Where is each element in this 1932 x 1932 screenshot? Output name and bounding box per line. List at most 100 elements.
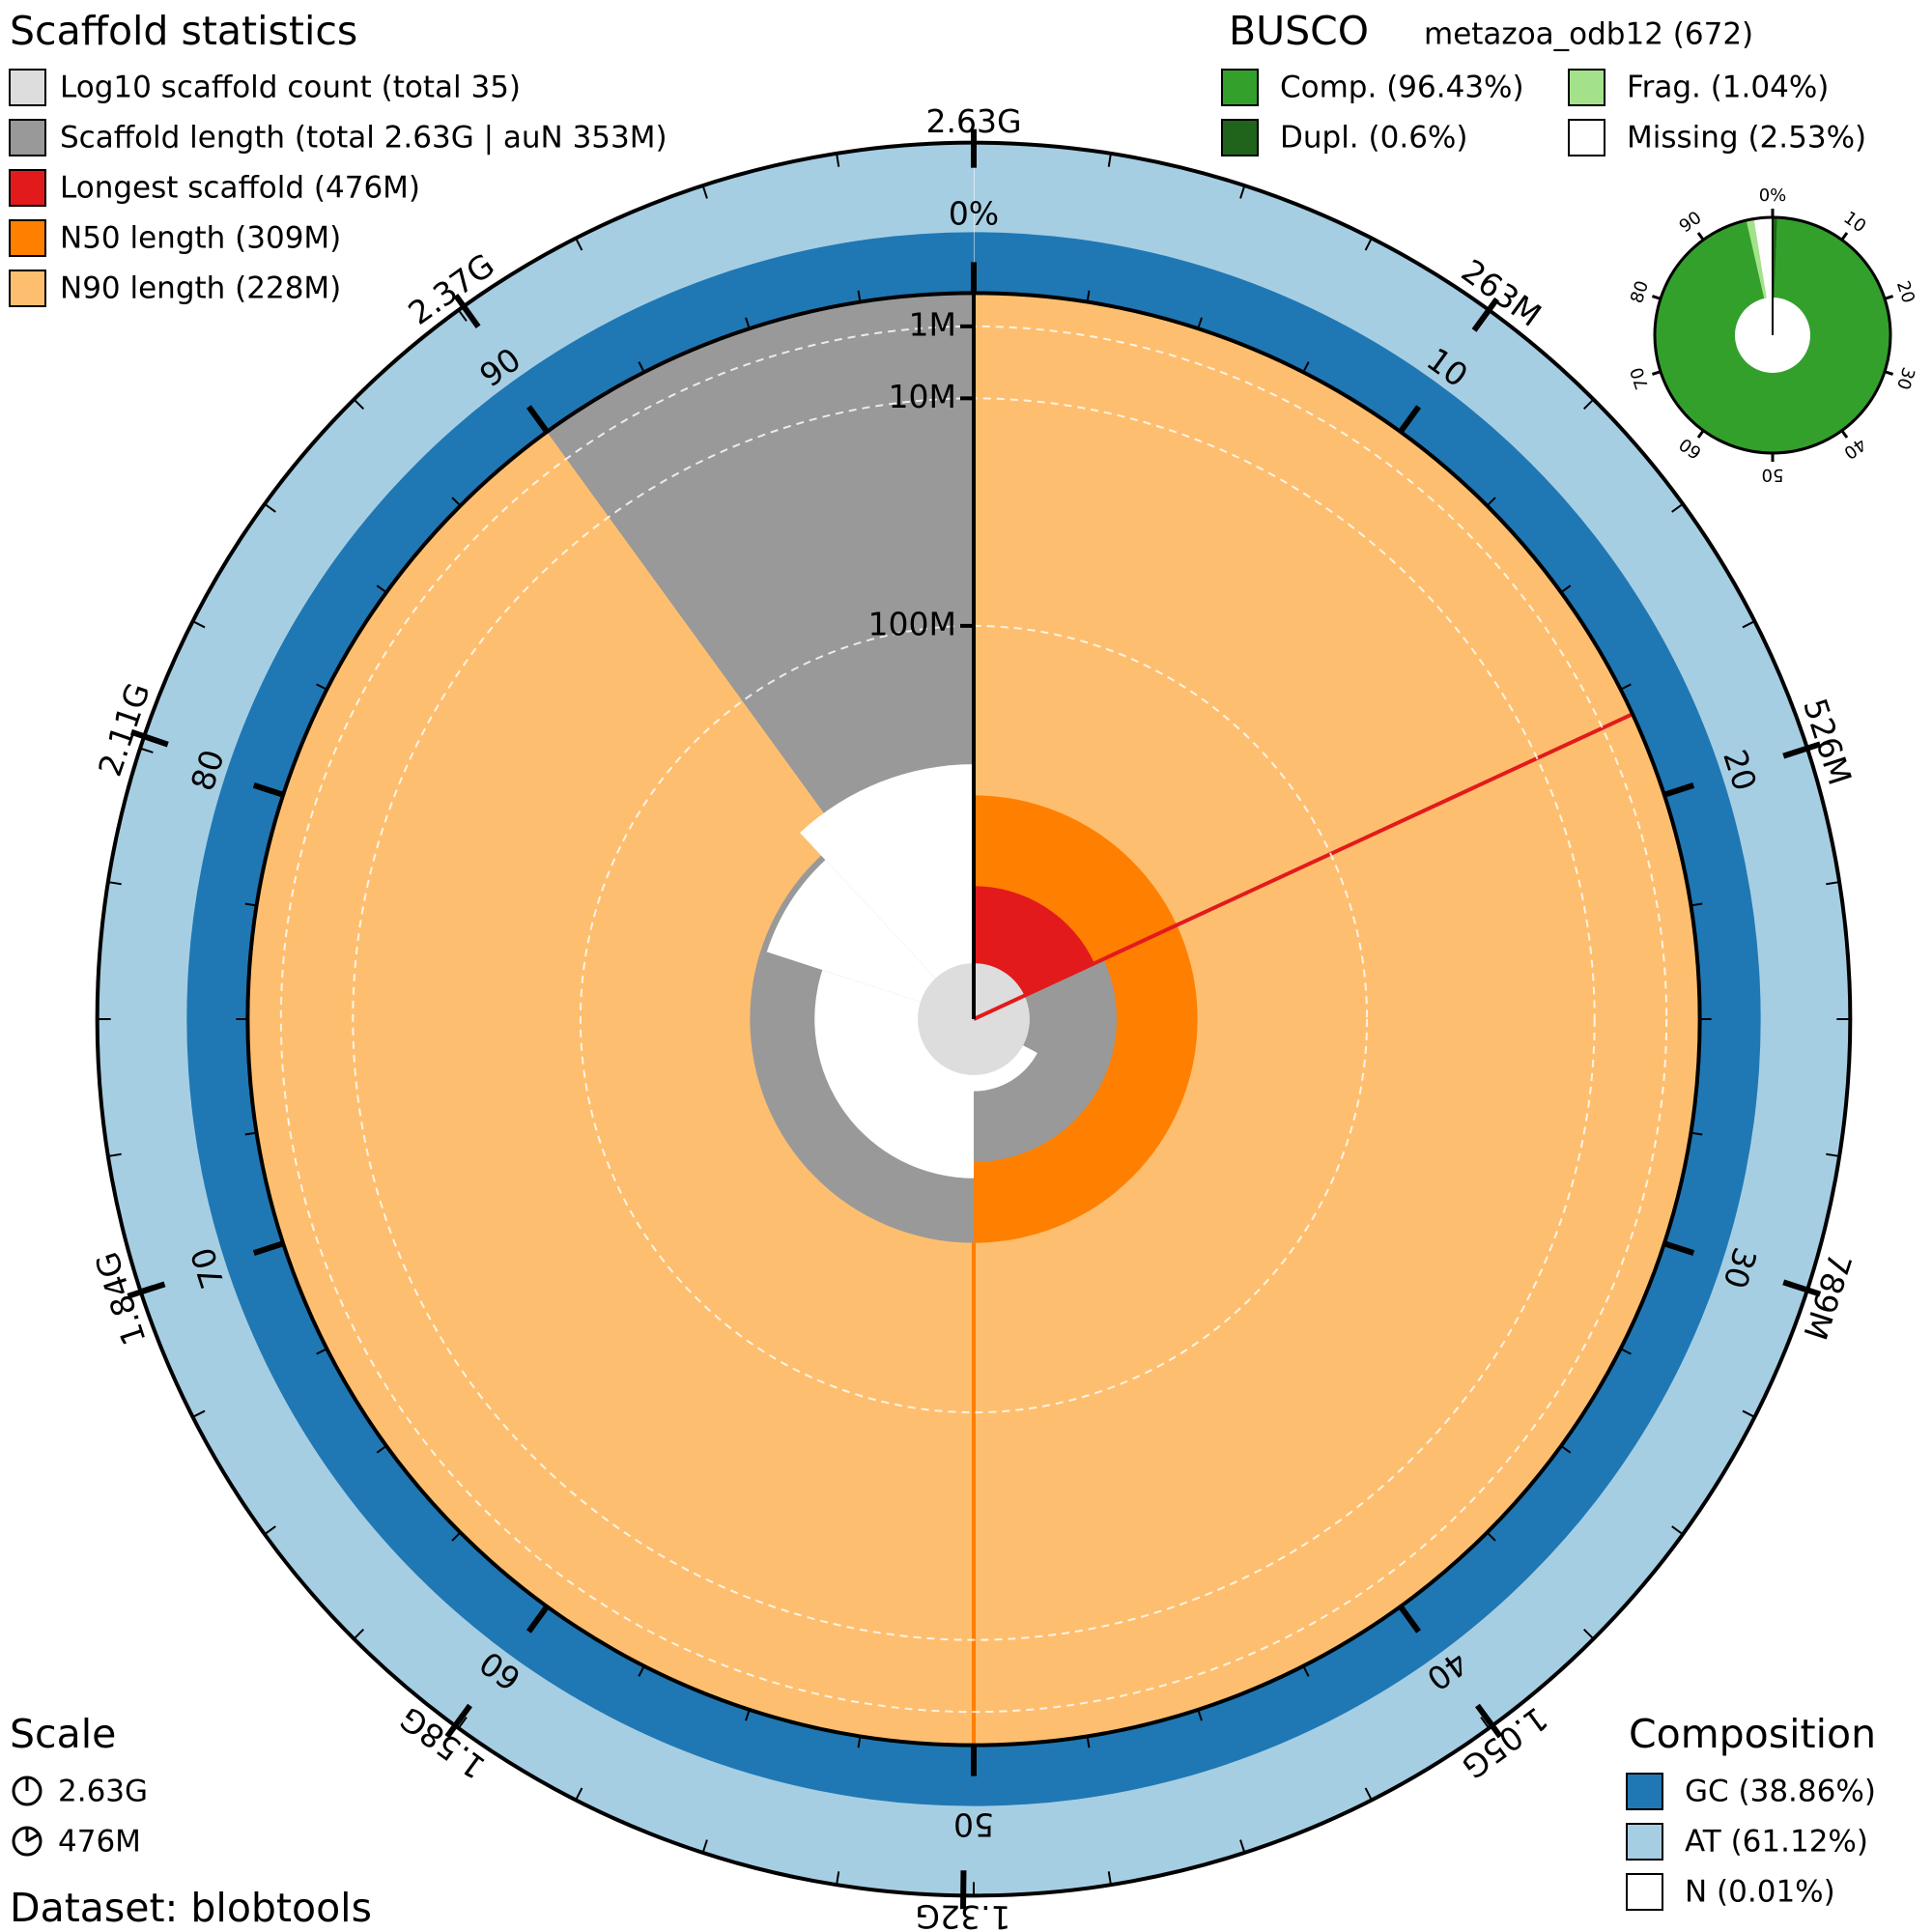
length-tick-label: 2.63G	[925, 102, 1021, 140]
minor-tick	[316, 1348, 327, 1355]
inner-gap	[766, 860, 974, 1019]
busco-label: Dupl. (0.6%)	[1280, 121, 1467, 156]
scale-icon	[12, 1776, 43, 1857]
minor-tick	[701, 185, 708, 199]
longest-line	[973, 712, 1634, 1021]
composition-swatch	[1626, 1873, 1663, 1911]
minor-tick	[1107, 1871, 1112, 1886]
minor-tick	[1197, 317, 1203, 329]
minor-tick	[1690, 1131, 1703, 1136]
minor-tick	[1364, 1787, 1373, 1801]
minor-tick	[1560, 1444, 1572, 1454]
minor-tick	[107, 1152, 122, 1157]
minor-tick	[107, 881, 122, 886]
minor-tick	[353, 398, 365, 411]
minor-tick	[139, 747, 154, 753]
percent-tick-label: 0%	[949, 195, 999, 233]
length-tick	[1782, 741, 1822, 759]
minor-tick	[1690, 902, 1703, 907]
legend-label: Longest scaffold (476M)	[60, 171, 420, 206]
composition-title: Composition	[1629, 1711, 1876, 1757]
minor-tick	[1486, 497, 1496, 507]
minor-tick	[1239, 185, 1246, 199]
length-tick	[1782, 1279, 1822, 1297]
minor-tick	[457, 309, 468, 322]
legend-swatch	[9, 69, 46, 106]
busco-swatch	[1221, 119, 1259, 156]
busco-swatch	[1221, 69, 1259, 106]
busco-tick	[1840, 232, 1849, 242]
busco-tick	[1696, 232, 1705, 242]
minor-tick	[353, 1628, 365, 1640]
minor-tick	[1560, 584, 1572, 594]
minor-tick	[1480, 1717, 1491, 1729]
minor-tick	[745, 1709, 751, 1721]
minor-tick	[376, 584, 387, 594]
busco-tick	[1651, 370, 1662, 376]
busco-tick	[1696, 429, 1705, 439]
busco-lineage: metazoa_odb12 (672)	[1424, 17, 1753, 52]
legend-swatch	[9, 169, 46, 207]
minor-tick	[192, 1409, 206, 1418]
radius-grid	[579, 624, 1369, 1414]
legend-label: Log10 scaffold count (total 35)	[60, 71, 521, 105]
busco-tick	[1651, 295, 1662, 300]
minor-tick	[192, 620, 206, 629]
length-tick	[453, 294, 481, 329]
legend-swatch	[9, 119, 46, 156]
minor-tick	[244, 1131, 257, 1136]
busco-tick	[1884, 370, 1894, 376]
minor-tick	[1086, 290, 1091, 302]
composition-swatch	[1626, 1773, 1663, 1810]
chart-title: Scaffold statistics	[10, 8, 357, 54]
minor-tick	[575, 238, 583, 251]
percent-tick	[252, 1240, 285, 1257]
percent-tick	[1398, 1605, 1422, 1634]
minor-tick	[836, 1871, 840, 1886]
busco-tick-label: 0%	[1759, 185, 1787, 206]
busco-label: Frag. (1.04%)	[1627, 71, 1829, 105]
percent-tick-label: 50	[953, 1806, 994, 1844]
percent-tick	[526, 405, 550, 434]
minor-tick	[264, 1525, 276, 1536]
minor-tick	[1671, 502, 1684, 513]
busco-title: BUSCO	[1229, 8, 1369, 54]
percent-tick	[1662, 781, 1695, 798]
minor-tick	[836, 153, 840, 167]
minor-tick	[1826, 1152, 1840, 1157]
scale-label: 476M	[58, 1825, 141, 1860]
busco-tick	[1840, 429, 1849, 439]
inner-gap	[800, 764, 974, 1019]
minor-tick	[1364, 238, 1373, 251]
minor-tick	[575, 1787, 583, 1801]
composition-label: N (0.01%)	[1685, 1875, 1835, 1910]
busco-tick-label: 50	[1762, 465, 1784, 485]
percent-tick	[526, 1605, 550, 1634]
busco-label: Comp. (96.43%)	[1280, 71, 1524, 105]
scale-title: Scale	[10, 1711, 116, 1757]
minor-tick	[1086, 1736, 1091, 1748]
minor-tick	[376, 1444, 387, 1454]
legend-label: N90 length (228M)	[60, 271, 341, 306]
composition-swatch	[1626, 1823, 1663, 1861]
radius-tick-label: 100M	[868, 605, 956, 642]
length-tick	[1471, 297, 1499, 332]
length-tick	[444, 1703, 472, 1739]
length-tick-label: 1.32G	[915, 1897, 1011, 1932]
minor-tick	[1197, 1709, 1203, 1721]
legend-swatch	[9, 219, 46, 257]
minor-tick	[638, 1665, 645, 1677]
minor-tick	[264, 502, 276, 513]
minor-tick	[1107, 153, 1112, 167]
minor-tick	[857, 1736, 862, 1748]
composition-ring	[974, 142, 975, 294]
radius-tick-label: 1M	[909, 305, 956, 343]
minor-tick	[1486, 1531, 1496, 1542]
minor-tick	[316, 683, 327, 691]
legend-swatch	[9, 270, 46, 307]
dataset-label: Dataset: blobtools	[10, 1885, 372, 1931]
minor-tick	[451, 497, 462, 507]
minor-tick	[638, 361, 645, 373]
minor-tick	[1742, 1409, 1755, 1418]
busco-label: Missing (2.53%)	[1627, 121, 1866, 156]
